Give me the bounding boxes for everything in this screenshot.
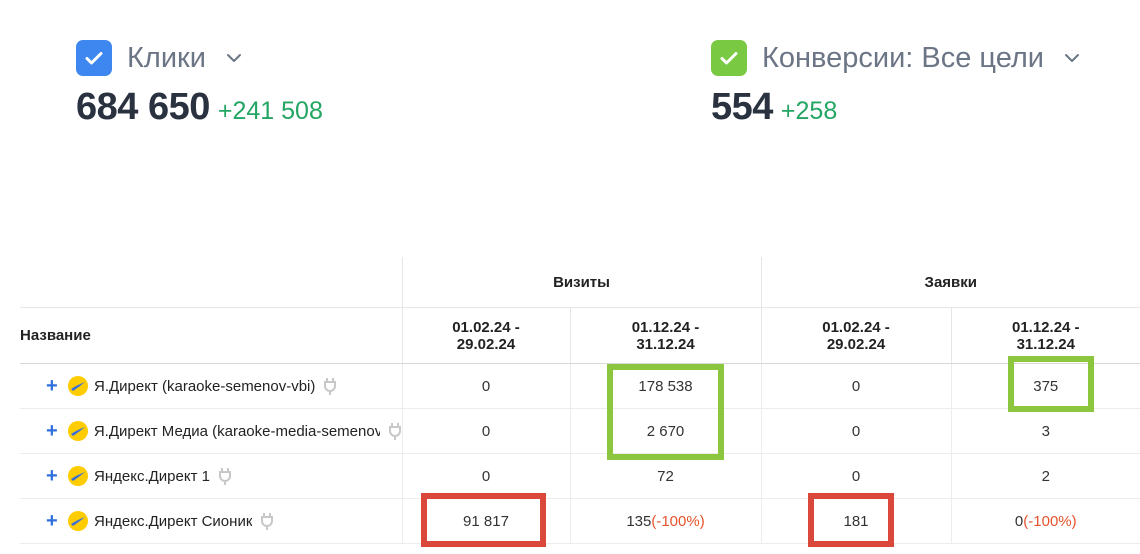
plug-icon xyxy=(218,468,231,485)
group-header-leads[interactable]: Заявки xyxy=(760,257,1140,308)
row-name[interactable]: Я.Директ Медиа (karaoke-media-semenov xyxy=(93,422,380,440)
cell-value: 72 xyxy=(569,453,762,499)
expand-plus-icon[interactable]: + xyxy=(46,375,58,397)
yandex-direct-icon xyxy=(68,466,88,486)
checkbox-checked-icon[interactable] xyxy=(76,40,112,76)
cell-value: 0 xyxy=(401,363,570,409)
row-name[interactable]: Яндекс.Директ 1 xyxy=(94,467,210,485)
expand-plus-icon[interactable]: + xyxy=(46,420,58,442)
cell-value: 0(-100%) xyxy=(950,498,1140,544)
row-name[interactable]: Яндекс.Директ Сионик xyxy=(94,512,253,530)
header-blank xyxy=(20,257,402,308)
metric-value: 684 650 xyxy=(76,86,210,128)
cell-value-text: 181 xyxy=(843,512,869,530)
metric-conversions: Конверсии: Все цели 554 +258 xyxy=(711,38,1082,129)
cell-value: 135(-100%) xyxy=(569,498,762,544)
chevron-down-icon[interactable] xyxy=(224,48,244,68)
expand-plus-icon[interactable]: + xyxy=(46,510,58,532)
plug-icon xyxy=(261,513,274,530)
cell-value: 0 xyxy=(760,453,952,499)
checkbox-checked-icon[interactable] xyxy=(711,40,747,76)
table-row: + Я.Директ Медиа (karaoke-media-semenov … xyxy=(20,408,1140,454)
row-name[interactable]: Я.Директ (karaoke-semenov-vbi) xyxy=(94,377,316,395)
metric-delta: +258 xyxy=(780,97,838,125)
table-row: + Яндекс.Директ 1 0 72 0 2 xyxy=(20,453,1140,499)
metric-conversions-header[interactable]: Конверсии: Все цели xyxy=(711,38,1082,78)
cell-value-text: 0 xyxy=(1014,512,1024,530)
cell-value: 0 xyxy=(760,363,952,409)
metric-label: Конверсии: Все цели xyxy=(762,41,1044,74)
metric-label: Клики xyxy=(127,41,206,74)
cell-value: 2 670 xyxy=(569,408,762,454)
column-header-name[interactable]: Название xyxy=(20,307,402,364)
cell-value: 91 817 xyxy=(401,498,570,544)
cell-value: 2 xyxy=(950,453,1140,499)
column-header-period[interactable]: 01.02.24 - 29.02.24 xyxy=(760,307,952,364)
table-row: + Яндекс.Директ Сионик 91 817 135(-100%)… xyxy=(20,498,1140,544)
cell-value: 0 xyxy=(760,408,952,454)
yandex-direct-icon xyxy=(68,376,88,396)
metric-delta: +241 508 xyxy=(217,97,323,125)
cell-value: 3 xyxy=(950,408,1140,454)
cell-value: 0 xyxy=(401,408,570,454)
cell-change: (-100%) xyxy=(651,512,705,530)
group-header-visits[interactable]: Визиты xyxy=(401,257,762,308)
cell-value-text: 91 817 xyxy=(463,512,509,530)
cell-value: 0 xyxy=(401,453,570,499)
yandex-direct-icon xyxy=(67,421,88,441)
chevron-down-icon[interactable] xyxy=(1062,48,1082,68)
plug-icon xyxy=(388,423,401,440)
cell-change: (-100%) xyxy=(1023,512,1077,530)
column-header-period[interactable]: 01.02.24 - 29.02.24 xyxy=(401,307,570,364)
cell-value-text: 135 xyxy=(626,512,652,530)
expand-plus-icon[interactable]: + xyxy=(46,465,58,487)
metric-clicks: Клики 684 650 +241 508 xyxy=(76,38,323,129)
report-table: Визиты Заявки Название 01.02.24 - 29.02.… xyxy=(20,257,1140,544)
column-header-period[interactable]: 01.12.24 - 31.12.24 xyxy=(569,307,762,364)
yandex-direct-icon xyxy=(68,511,88,531)
cell-value: 375 xyxy=(950,363,1140,409)
table-row: + Я.Директ (karaoke-semenov-vbi) 0 178 5… xyxy=(20,363,1140,409)
plug-icon xyxy=(324,378,337,395)
cell-value: 178 538 xyxy=(569,363,762,409)
metric-value: 554 xyxy=(711,86,773,128)
metric-clicks-header[interactable]: Клики xyxy=(76,38,323,78)
cell-value: 181 xyxy=(760,498,952,544)
column-header-period[interactable]: 01.12.24 - 31.12.24 xyxy=(950,307,1140,364)
